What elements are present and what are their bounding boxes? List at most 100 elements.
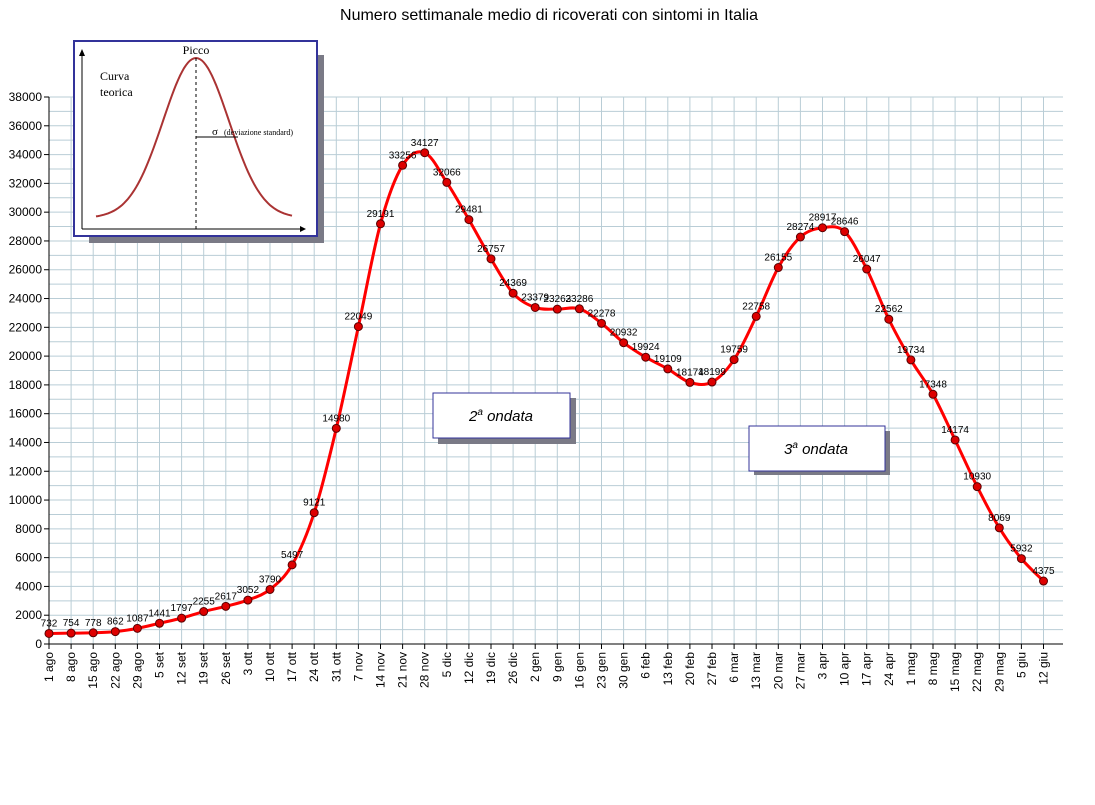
- data-label: 26757: [477, 244, 505, 255]
- annotation-third-wave: 3a ondata: [748, 425, 890, 475]
- data-point: [530, 302, 540, 312]
- data-label: 28274: [786, 222, 814, 233]
- data-label: 22562: [875, 304, 903, 315]
- data-point: [641, 352, 651, 362]
- y-tick-label: 10000: [9, 493, 43, 507]
- data-point: [265, 584, 275, 594]
- data-point: [44, 628, 54, 638]
- data-label: 732: [41, 618, 58, 629]
- data-point: [862, 264, 872, 274]
- x-tick-label: 19 set: [197, 651, 211, 684]
- data-label: 26047: [853, 254, 881, 265]
- data-point: [110, 627, 120, 637]
- data-label: 4375: [1032, 566, 1055, 577]
- data-point: [309, 508, 319, 518]
- x-tick-labels: 1 ago 8 ago 15 ago 22 ago 29 ago 5 set 12 set 1…: [42, 644, 1051, 692]
- y-tick-label: 34000: [9, 148, 43, 162]
- data-point: [795, 232, 805, 242]
- data-label: 778: [85, 618, 102, 629]
- y-tick-label: 14000: [9, 435, 43, 449]
- data-markers: [44, 148, 1048, 638]
- data-point: [398, 160, 408, 170]
- data-point: [950, 435, 960, 445]
- x-tick-label: 8 ago: [64, 652, 78, 682]
- data-label: 28917: [809, 213, 837, 224]
- x-tick-label: 31 ott: [329, 651, 343, 682]
- x-tick-label: 15 mag: [948, 652, 962, 692]
- annotation-box: [748, 425, 886, 472]
- data-label: 8069: [988, 513, 1011, 524]
- data-label: 1441: [148, 608, 171, 619]
- x-tick-label: 16 gen: [572, 652, 586, 689]
- axes: [48, 97, 1063, 645]
- data-point: [840, 227, 850, 237]
- data-point: [597, 318, 606, 328]
- x-tick-label: 5 giu: [1014, 652, 1028, 678]
- x-tick-label: 22 ago: [108, 652, 122, 689]
- x-tick-label: 13 feb: [661, 652, 675, 686]
- inset-sigma-symbol: σ: [212, 126, 218, 138]
- data-label: 18174: [676, 367, 704, 378]
- y-tick-label: 22000: [9, 320, 43, 334]
- data-point: [155, 618, 164, 628]
- inset-bell-curve: [95, 56, 293, 218]
- grid: [49, 96, 1063, 644]
- data-label: 29191: [367, 209, 395, 220]
- data-label: 28646: [831, 217, 859, 228]
- data-point: [199, 607, 209, 617]
- x-tick-label: 28 nov: [418, 652, 432, 688]
- y-tick-label: 30000: [9, 205, 43, 219]
- data-point: [353, 322, 363, 332]
- data-point: [221, 601, 231, 611]
- x-tick-label: 26 set: [219, 651, 233, 684]
- data-label: 17348: [919, 379, 947, 390]
- data-label: 754: [63, 618, 80, 629]
- data-point: [818, 223, 827, 233]
- y-tick-label: 18000: [9, 378, 43, 392]
- x-tick-label: 19 dic: [484, 652, 498, 684]
- data-label: 1087: [126, 613, 149, 624]
- x-tick-label: 24 ott: [307, 651, 321, 682]
- data-point: [66, 628, 76, 638]
- data-label: 862: [107, 617, 124, 628]
- x-tick-label: 13 mar: [749, 652, 763, 689]
- y-tick-label: 6000: [15, 551, 42, 565]
- y-tick-label: 36000: [9, 119, 43, 133]
- x-tick-label: 5 set: [153, 651, 167, 678]
- data-label: 33256: [389, 150, 417, 161]
- data-point: [663, 364, 673, 374]
- data-label: 23263: [543, 294, 571, 305]
- data-point: [1039, 576, 1048, 586]
- data-label: 32066: [433, 167, 461, 178]
- y-tick-label: 2000: [15, 608, 42, 622]
- inset-curve-label-1: Curva: [100, 69, 130, 83]
- data-point: [552, 304, 562, 314]
- y-tick-label: 28000: [9, 234, 43, 248]
- x-tick-label: 12 giu: [1037, 652, 1051, 685]
- x-tick-label: 5 dic: [440, 652, 454, 677]
- data-point: [287, 560, 297, 570]
- data-label: 24369: [499, 278, 527, 289]
- data-label: 20932: [610, 328, 638, 339]
- data-label: 23379: [521, 292, 549, 303]
- y-tick-label: 16000: [9, 407, 43, 421]
- data-label: 19924: [632, 342, 660, 353]
- data-label: 5932: [1010, 544, 1033, 555]
- x-tick-label: 3 ott: [241, 651, 255, 675]
- annotation-label: 3a ondata: [784, 440, 848, 458]
- data-label: 19109: [654, 354, 682, 365]
- y-tick-label: 8000: [15, 522, 42, 536]
- data-point: [464, 215, 474, 225]
- data-point: [773, 263, 783, 273]
- data-label: 19734: [897, 345, 925, 356]
- x-tick-label: 14 nov: [374, 652, 388, 688]
- x-tick-label: 23 gen: [595, 652, 609, 689]
- data-point: [420, 148, 430, 158]
- annotation-box: [432, 392, 571, 439]
- data-point: [972, 482, 982, 492]
- data-label: 19759: [720, 345, 748, 356]
- x-tick-label: 24 apr: [882, 652, 896, 686]
- y-tick-label: 38000: [9, 90, 43, 104]
- data-label: 18199: [698, 367, 726, 378]
